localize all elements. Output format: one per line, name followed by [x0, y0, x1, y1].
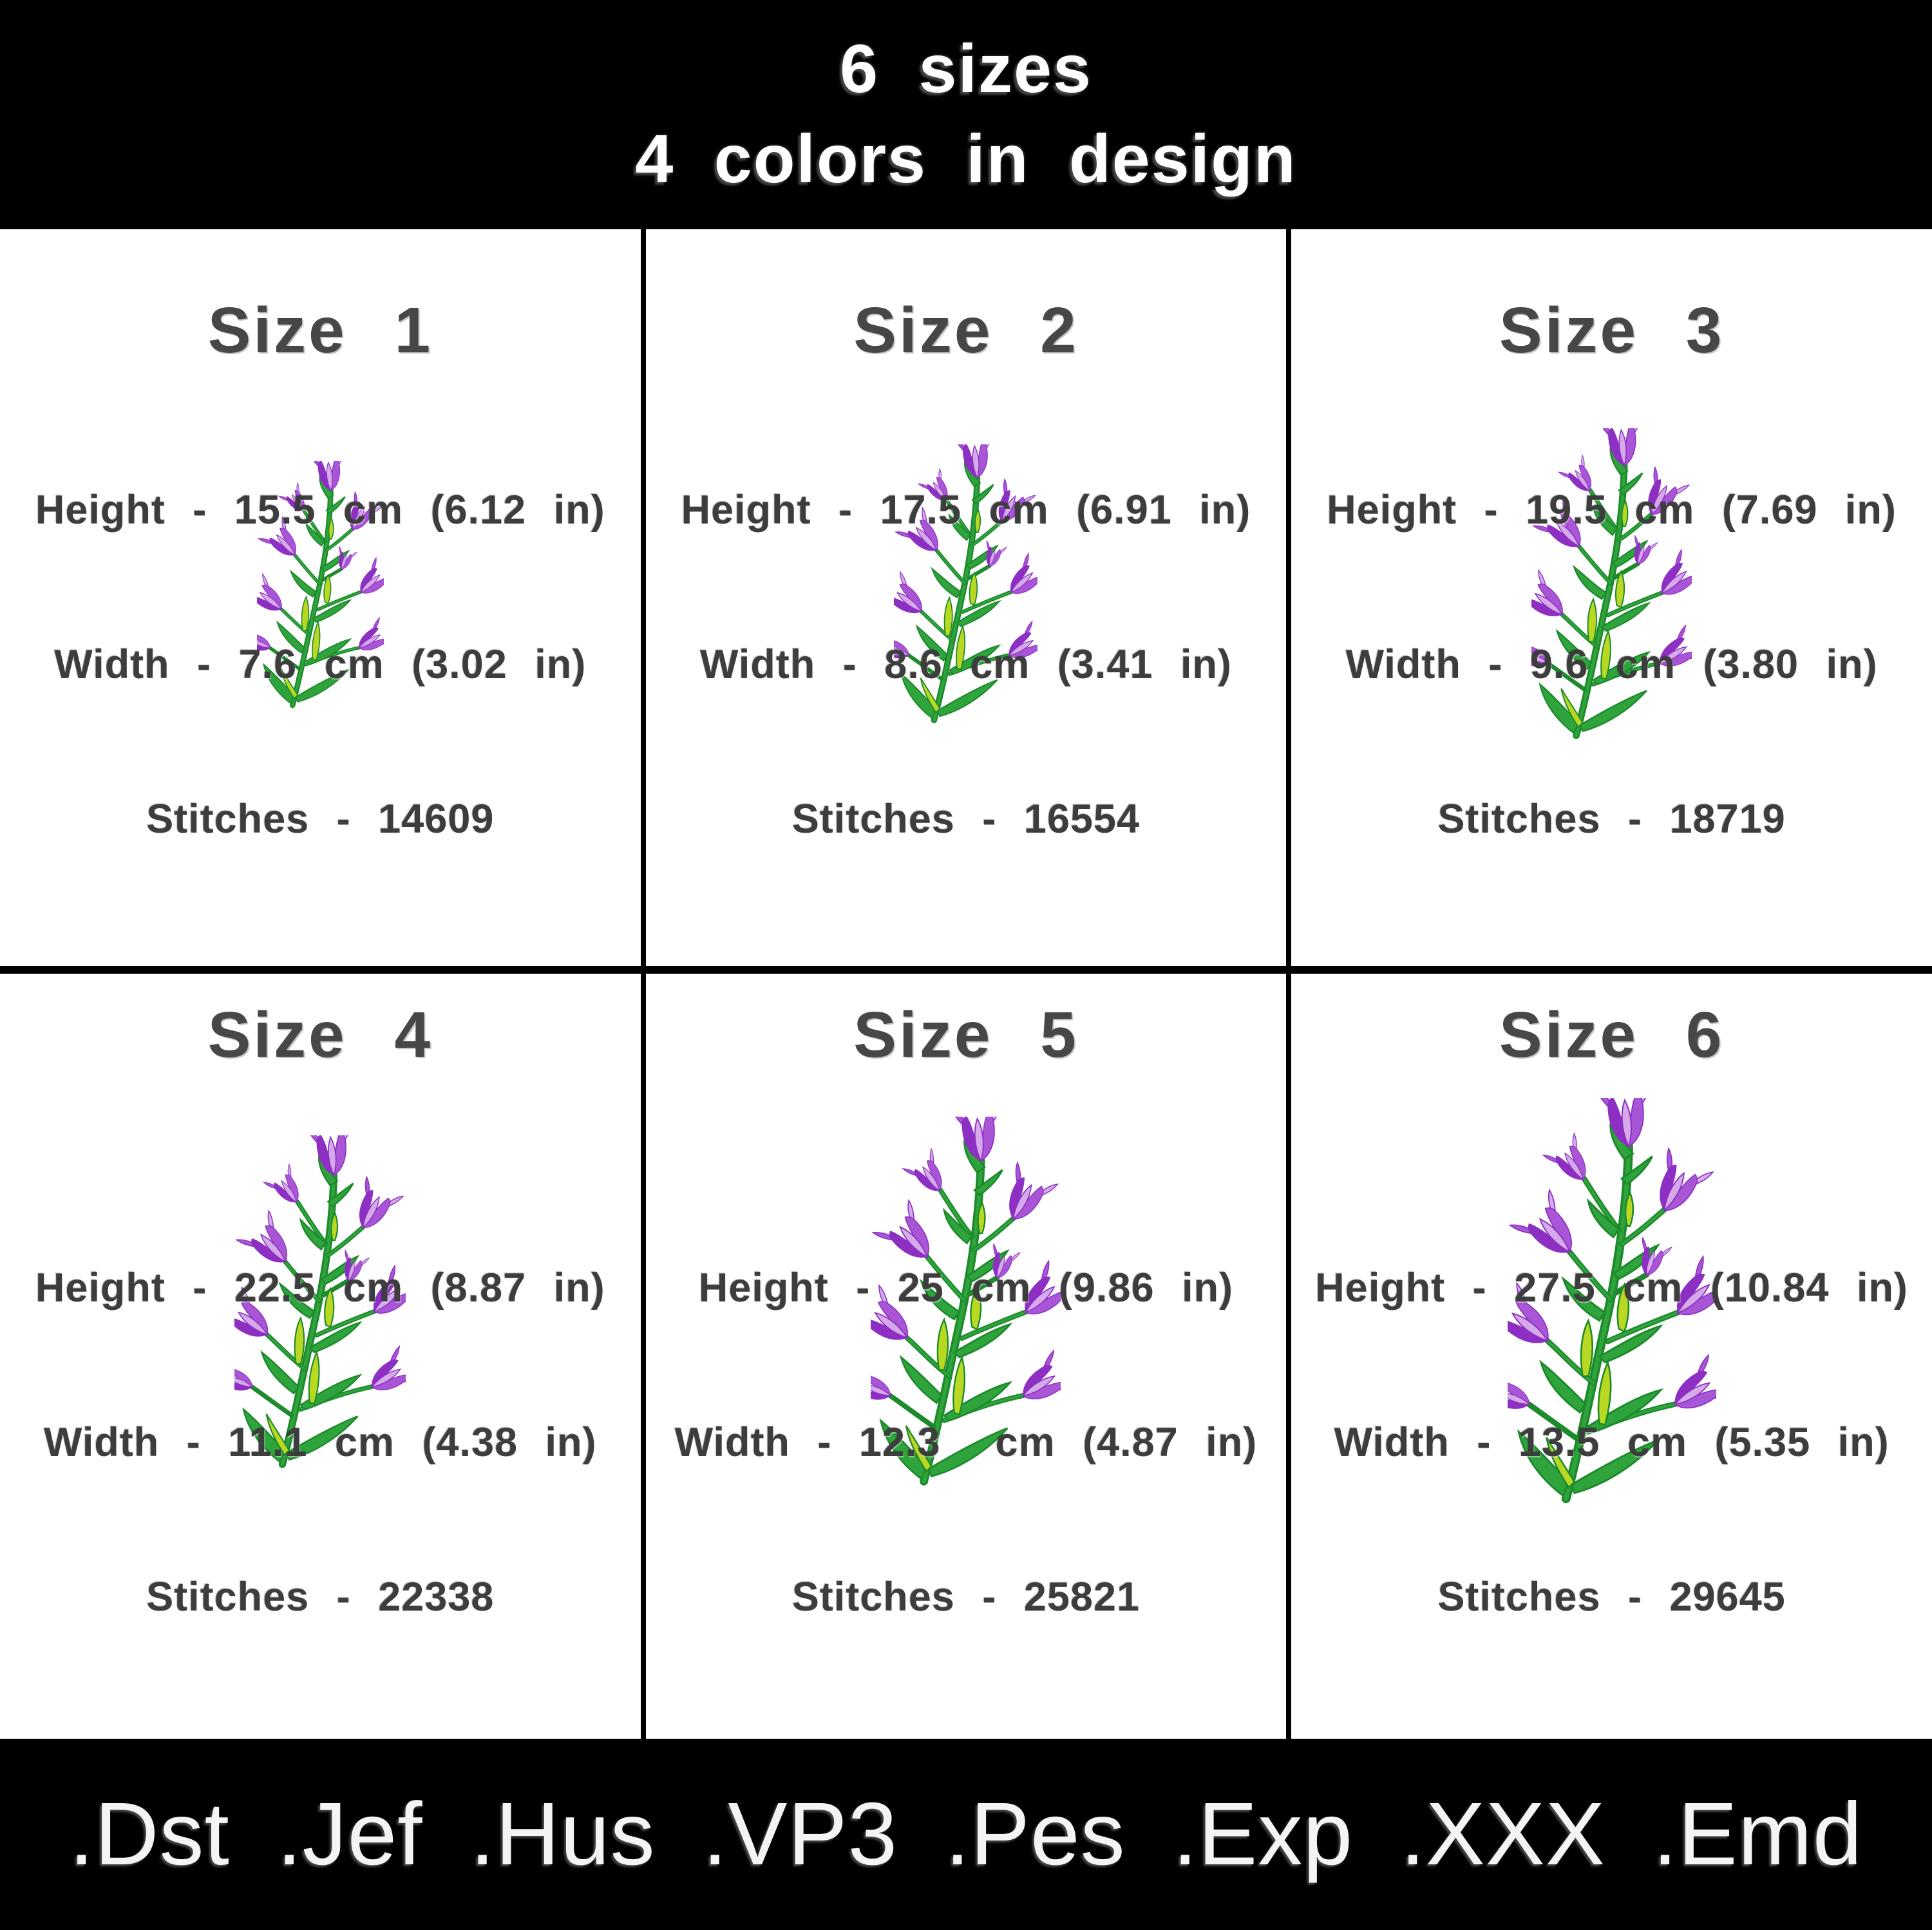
size-specs: Height - 19.5 cm (7.69 in) Width - 9.6 c… — [1291, 381, 1932, 948]
spec-stitches: Stitches - 22338 — [146, 1575, 495, 1620]
file-formats-list: .Dst .Jef .Hus .VP3 .Pes .Exp .XXX .Emd — [69, 1784, 1863, 1884]
spec-stitches: Stitches - 25821 — [791, 1575, 1141, 1620]
spec-width: Width - 8.6 cm (3.41 in) — [699, 642, 1233, 687]
spec-width: Width - 11.1 cm (4.38 in) — [44, 1420, 597, 1465]
spec-width: Width - 13.5 cm (5.35 in) — [1334, 1420, 1889, 1465]
size-specs: Height - 17.5 cm (6.91 in) Width - 8.6 c… — [646, 381, 1287, 948]
size-title: Size 6 — [1499, 999, 1725, 1071]
size-cell-2: Size 2 Height - 17.5 cm (6.91 in) Width … — [645, 229, 1287, 966]
spec-stitches: Stitches - 14609 — [146, 797, 495, 842]
spec-stitches: Stitches - 18719 — [1437, 797, 1786, 842]
size-cell-1: Size 1 Height - 15.5 cm (6.12 in) Width … — [0, 229, 641, 966]
sizes-grid: Size 1 Height - 15.5 cm (6.12 in) Width … — [0, 229, 1932, 1739]
spec-height: Height - 25 cm (9.86 in) — [698, 1265, 1234, 1310]
size-specs: Height - 22.5 cm (8.87 in) Width - 11.1 … — [0, 1159, 641, 1726]
size-specs: Height - 15.5 cm (6.12 in) Width - 7.6 c… — [0, 381, 641, 948]
header-banner: 6 sizes 4 colors in design — [0, 0, 1932, 229]
size-cell-5: Size 5 Height - 25 cm (9.86 in) Width - … — [645, 974, 1287, 1739]
spec-stitches: Stitches - 29645 — [1437, 1575, 1786, 1620]
size-title: Size 2 — [853, 294, 1079, 366]
size-title: Size 4 — [207, 999, 433, 1071]
footer-banner: .Dst .Jef .Hus .VP3 .Pes .Exp .XXX .Emd — [0, 1739, 1932, 1930]
size-cell-4: Size 4 Height - 22.5 cm (8.87 in) Width … — [0, 974, 641, 1739]
size-cell-3: Size 3 Height - 19.5 cm (7.69 in) Width … — [1291, 229, 1932, 966]
spec-stitches: Stitches - 16554 — [791, 797, 1141, 842]
spec-width: Width - 7.6 cm (3.02 in) — [54, 642, 587, 687]
size-title: Size 3 — [1499, 294, 1725, 366]
spec-height: Height - 19.5 cm (7.69 in) — [1327, 487, 1897, 533]
spec-height: Height - 27.5 cm (10.84 in) — [1315, 1265, 1909, 1310]
spec-height: Height - 17.5 cm (6.91 in) — [681, 487, 1251, 533]
spec-width: Width - 12.3 cm (4.87 in) — [674, 1420, 1258, 1465]
size-specs: Height - 25 cm (9.86 in) Width - 12.3 cm… — [646, 1159, 1287, 1726]
header-line-colors: 4 colors in design — [635, 121, 1297, 197]
spec-height: Height - 22.5 cm (8.87 in) — [35, 1265, 605, 1310]
size-title: Size 1 — [207, 294, 433, 366]
spec-width: Width - 9.6 cm (3.80 in) — [1345, 642, 1878, 687]
spec-height: Height - 15.5 cm (6.12 in) — [35, 487, 605, 533]
size-specs: Height - 27.5 cm (10.84 in) Width - 13.5… — [1291, 1159, 1932, 1726]
header-line-sizes: 6 sizes — [840, 31, 1092, 108]
size-cell-6: Size 6 Height - 27.5 cm (10.84 in) Width… — [1291, 974, 1932, 1739]
size-title: Size 5 — [853, 999, 1079, 1071]
